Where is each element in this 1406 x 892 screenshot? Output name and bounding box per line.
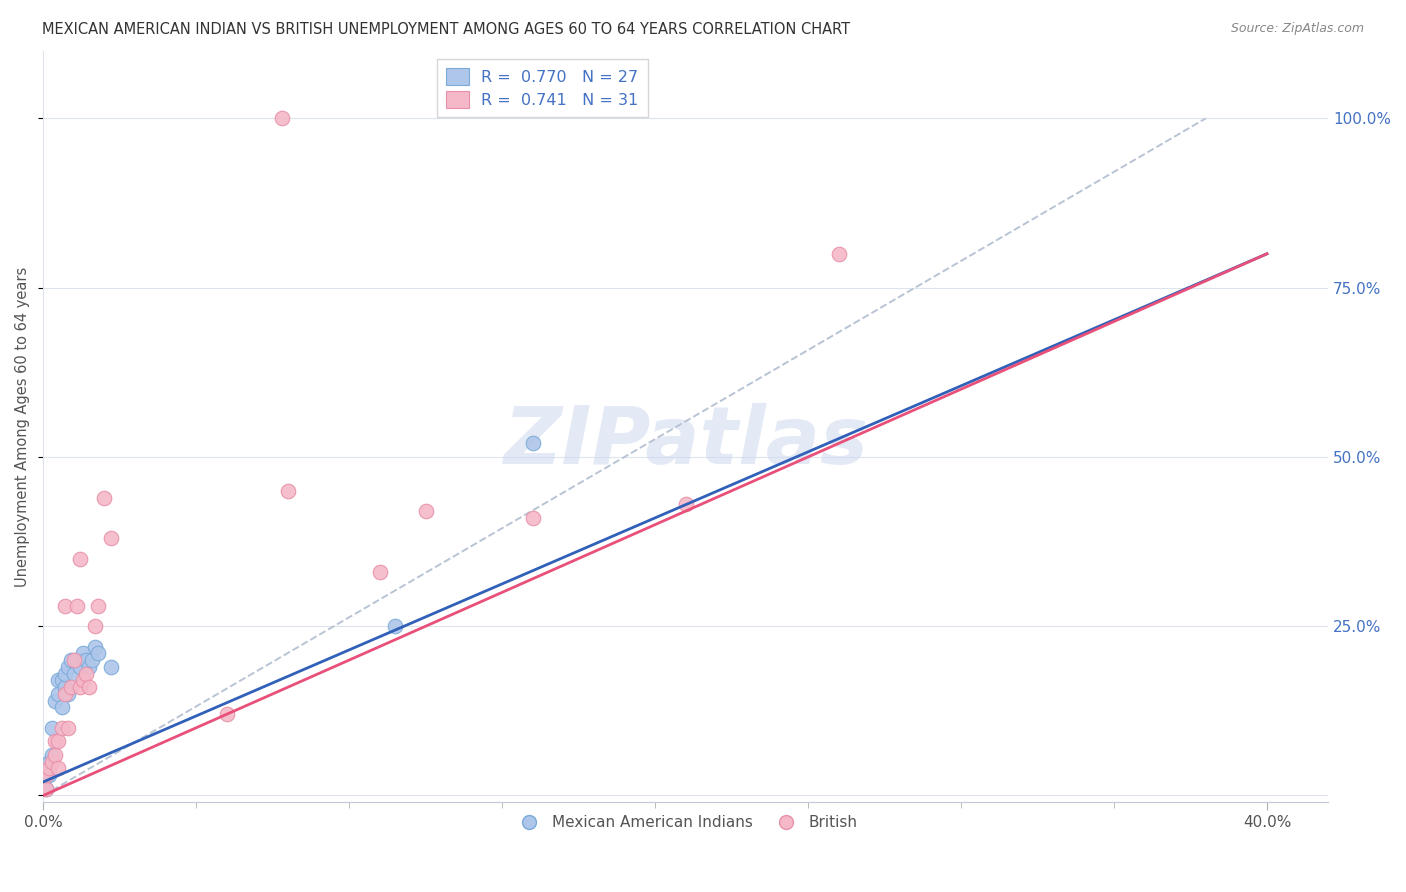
Point: [53, 687, 76, 701]
Text: MEXICAN AMERICAN INDIAN VS BRITISH UNEMPLOYMENT AMONG AGES 60 TO 64 YEARS CORREL: MEXICAN AMERICAN INDIAN VS BRITISH UNEMP…: [42, 22, 851, 37]
Point: [84, 640, 107, 654]
Point: [270, 112, 292, 126]
Point: [38, 761, 60, 775]
Point: [66, 653, 89, 667]
Point: [77, 680, 100, 694]
Point: [82, 653, 104, 667]
Point: [69, 660, 91, 674]
Point: [56, 687, 79, 701]
Text: Source: ZipAtlas.com: Source: ZipAtlas.com: [1230, 22, 1364, 36]
Point: [44, 747, 66, 762]
Point: [53, 680, 76, 694]
Point: [75, 666, 97, 681]
Point: [53, 599, 76, 613]
Point: [38, 755, 60, 769]
Point: [48, 734, 70, 748]
Point: [51, 700, 73, 714]
Legend: Mexican American Indians, British: Mexican American Indians, British: [508, 809, 865, 836]
Point: [827, 247, 849, 261]
Point: [38, 768, 60, 782]
Point: [51, 721, 73, 735]
Point: [44, 734, 66, 748]
Point: [53, 666, 76, 681]
Point: [59, 680, 82, 694]
Point: [93, 491, 115, 505]
Point: [675, 497, 697, 511]
Point: [51, 673, 73, 688]
Point: [35, 781, 58, 796]
Point: [35, 781, 58, 796]
Point: [48, 673, 70, 688]
Point: [384, 619, 406, 633]
Point: [56, 721, 79, 735]
Point: [368, 565, 391, 579]
Point: [62, 666, 84, 681]
Point: [41, 721, 63, 735]
Point: [415, 504, 437, 518]
Point: [84, 619, 107, 633]
Point: [35, 768, 58, 782]
Point: [69, 551, 91, 566]
Point: [44, 694, 66, 708]
Point: [100, 531, 122, 545]
Y-axis label: Unemployment Among Ages 60 to 64 years: Unemployment Among Ages 60 to 64 years: [15, 267, 30, 587]
Point: [522, 436, 544, 450]
Point: [72, 646, 94, 660]
Point: [48, 687, 70, 701]
Point: [100, 660, 122, 674]
Text: ZIPatlas: ZIPatlas: [503, 402, 868, 481]
Point: [72, 673, 94, 688]
Point: [522, 511, 544, 525]
Point: [277, 483, 299, 498]
Point: [87, 646, 110, 660]
Point: [87, 599, 110, 613]
Point: [41, 747, 63, 762]
Point: [77, 660, 100, 674]
Point: [69, 680, 91, 694]
Point: [62, 653, 84, 667]
Point: [66, 599, 89, 613]
Point: [59, 653, 82, 667]
Point: [215, 707, 238, 722]
Point: [56, 660, 79, 674]
Point: [75, 653, 97, 667]
Point: [41, 755, 63, 769]
Point: [48, 761, 70, 775]
